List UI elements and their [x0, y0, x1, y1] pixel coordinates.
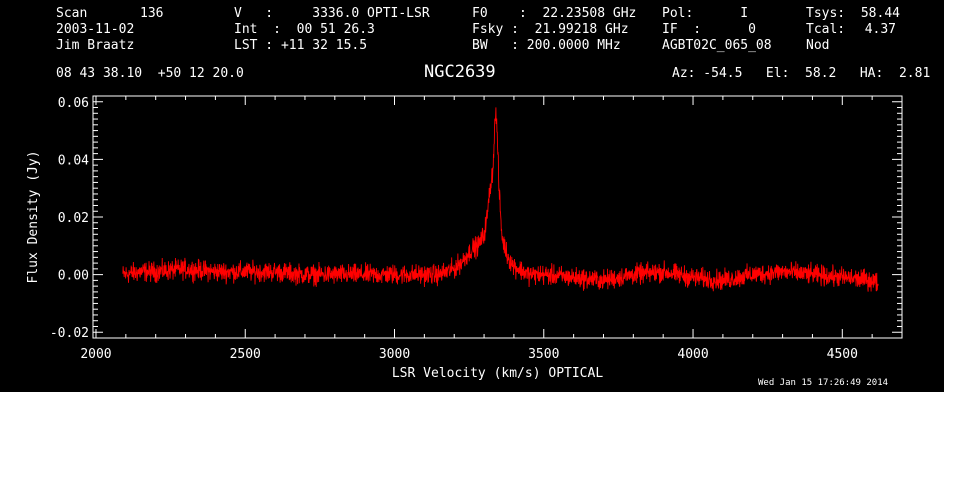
obs-mode: Nod	[806, 38, 830, 53]
y-tick-label: 0.00	[58, 269, 89, 284]
x-tick-label: 2000	[80, 347, 111, 362]
axis-ticks	[93, 96, 903, 338]
x-tick-label: 3500	[528, 347, 559, 362]
x-tick-label: 2500	[230, 347, 261, 362]
observer: Jim Braatz	[56, 38, 135, 53]
y-tick-label: 0.02	[58, 211, 89, 226]
x-tick-label: 4500	[827, 347, 858, 362]
y-axis-title: Flux Density (Jy)	[26, 150, 41, 283]
velocity-info: V : 3336.0 OPTI-LSR	[234, 6, 430, 21]
x-tick-label: 3000	[379, 347, 410, 362]
tcal-value: 4.37	[864, 22, 896, 37]
if-info: IF : 0	[662, 22, 756, 37]
pol-info: Pol: I	[662, 6, 749, 21]
obs-date: 2003-11-02	[56, 22, 135, 37]
spectrum-series	[122, 107, 879, 292]
y-tick-label: 0.04	[58, 153, 89, 168]
chart-title: NGC2639	[424, 62, 496, 82]
spectrum-panel: Scan 136 2003-11-02 Jim Braatz V : 3336.…	[0, 0, 944, 392]
spectrum-line	[122, 107, 879, 292]
fsky-info: Fsky : 21.99218 GHz	[472, 22, 629, 37]
timestamp: Wed Jan 15 17:26:49 2014	[758, 378, 889, 388]
tsys-label: Tsys:	[806, 6, 846, 21]
scan-value: 136	[140, 6, 164, 21]
tsys-value: 58.44	[860, 6, 900, 21]
spectrum-plot: 2000 2500 3000 3500 4000 4500 -0.02 0.00 0.02 0.0…	[26, 95, 903, 381]
y-tick-label: 0.06	[58, 96, 89, 111]
az-el-ha: Az: -54.5 El: 58.2 HA: 2.81	[672, 66, 931, 81]
lst-info: LST : +11 32 15.5	[234, 38, 368, 53]
y-tick-label: -0.02	[50, 326, 89, 341]
bandwidth-info: BW : 200.0000 MHz	[472, 38, 621, 53]
tcal-label: Tcal:	[806, 22, 846, 37]
scan-label: Scan	[56, 6, 88, 21]
integration-info: Int : 00 51 26.3	[234, 22, 375, 37]
axis-labels: 2000 2500 3000 3500 4000 4500 -0.02 0.00 0.02 0.0…	[26, 96, 858, 381]
x-axis-title: LSR Velocity (km/s) OPTICAL	[392, 366, 603, 381]
project-id: AGBT02C_065_08	[662, 38, 772, 53]
source-coordinates: 08 43 38.10 +50 12 20.0	[56, 66, 244, 81]
f0-info: F0 : 22.23508 GHz	[472, 6, 637, 21]
x-tick-label: 4000	[677, 347, 708, 362]
